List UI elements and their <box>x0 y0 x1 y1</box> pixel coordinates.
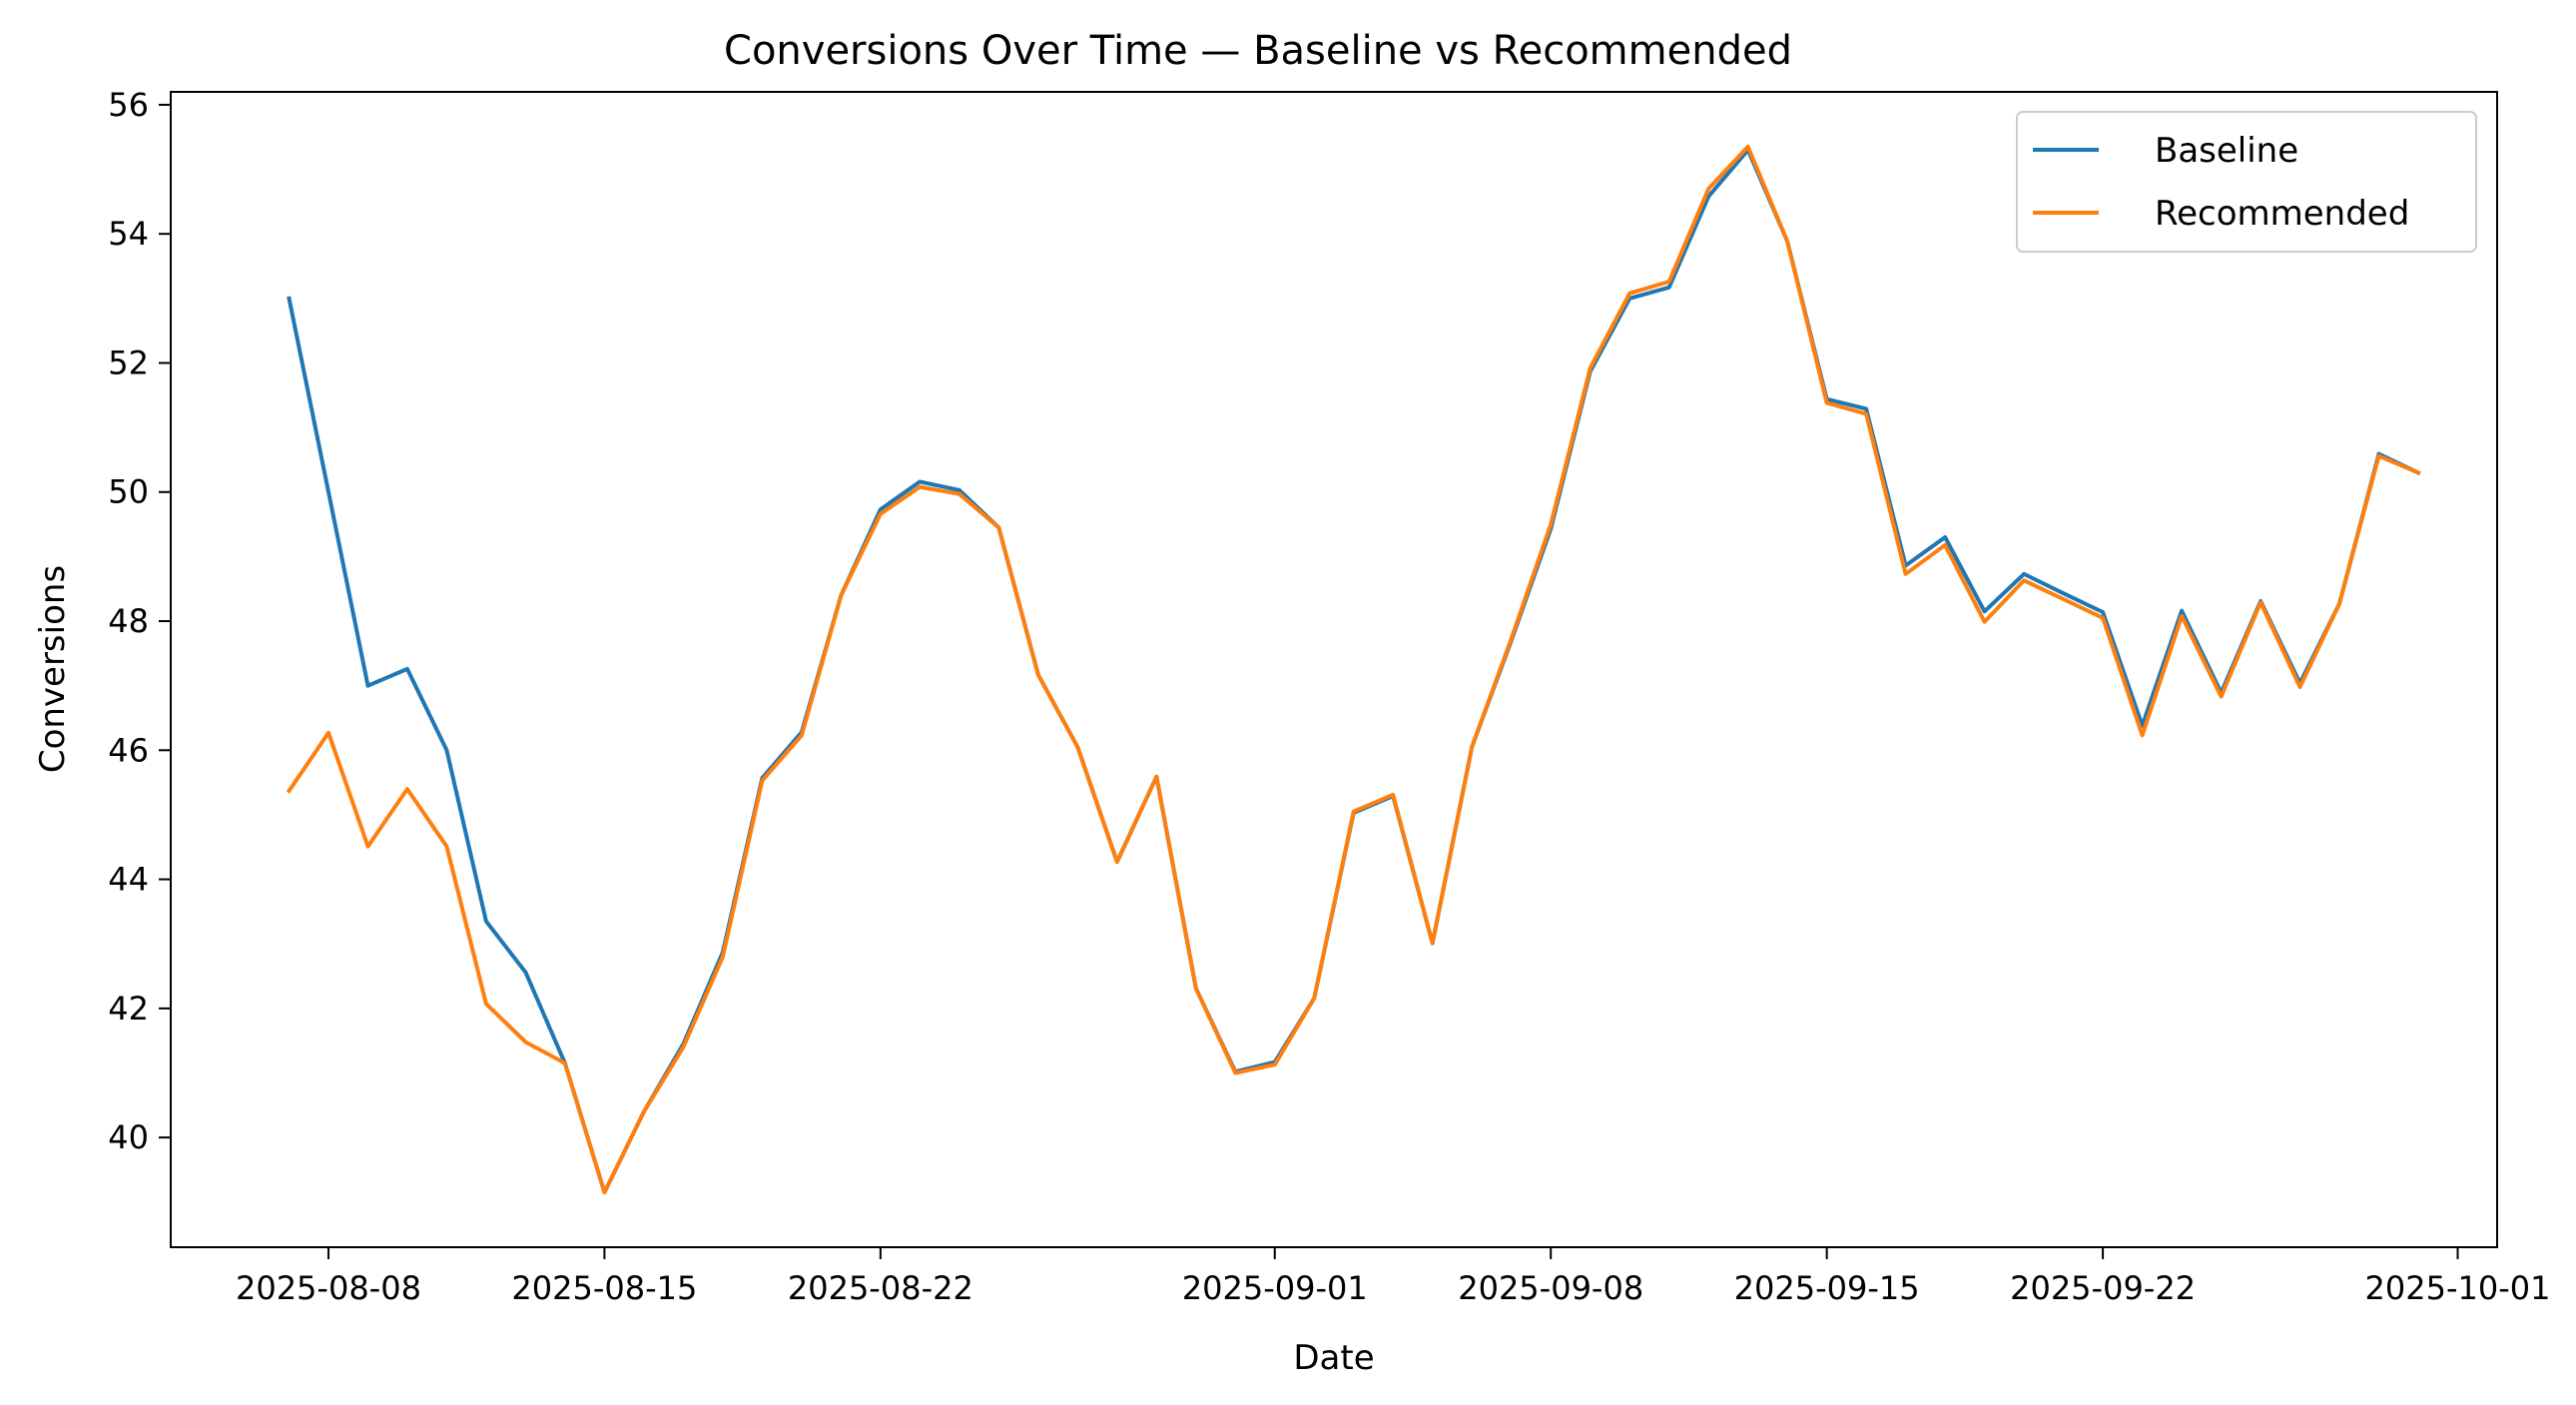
x-tick-label: 2025-08-08 <box>236 1269 421 1307</box>
y-tick-label: 40 <box>108 1118 149 1156</box>
y-axis: 40 42 44 46 48 50 52 54 56 <box>108 86 171 1156</box>
chart-title: Conversions Over Time — Baseline vs Reco… <box>724 28 1792 74</box>
plot-area <box>286 144 2421 1195</box>
x-tick-label: 2025-08-22 <box>788 1269 973 1307</box>
y-tick-label: 54 <box>108 215 149 253</box>
legend: Baseline Recommended <box>2016 111 2477 253</box>
x-tick-label: 2025-09-01 <box>1182 1269 1368 1307</box>
x-tick-label: 2025-08-15 <box>511 1269 697 1307</box>
y-tick-label: 42 <box>108 990 149 1028</box>
y-tick-label: 52 <box>108 344 149 381</box>
x-tick-label: 2025-09-22 <box>2010 1269 2196 1307</box>
series-line-baseline <box>287 148 2421 1195</box>
x-axis: 2025-08-08 2025-08-15 2025-08-22 2025-09-01… <box>236 1247 2551 1307</box>
plot-frame <box>170 91 2498 1248</box>
legend-label-recommended: Recommended <box>2155 194 2409 234</box>
legend-label-baseline: Baseline <box>2155 131 2298 171</box>
x-tick-label: 2025-10-01 <box>2365 1269 2551 1307</box>
y-tick-label: 46 <box>108 731 149 769</box>
x-tick-label: 2025-09-15 <box>1734 1269 1920 1307</box>
series-line-recommended <box>286 144 2421 1195</box>
y-tick-label: 48 <box>108 602 149 640</box>
y-axis-label: Conversions <box>33 565 73 773</box>
legend-box <box>2016 111 2477 253</box>
x-tick-label: 2025-09-08 <box>1458 1269 1643 1307</box>
x-axis-label: Date <box>1293 1338 1374 1378</box>
y-tick-label: 56 <box>108 86 149 124</box>
y-tick-label: 44 <box>108 861 149 899</box>
y-tick-label: 50 <box>108 473 149 511</box>
